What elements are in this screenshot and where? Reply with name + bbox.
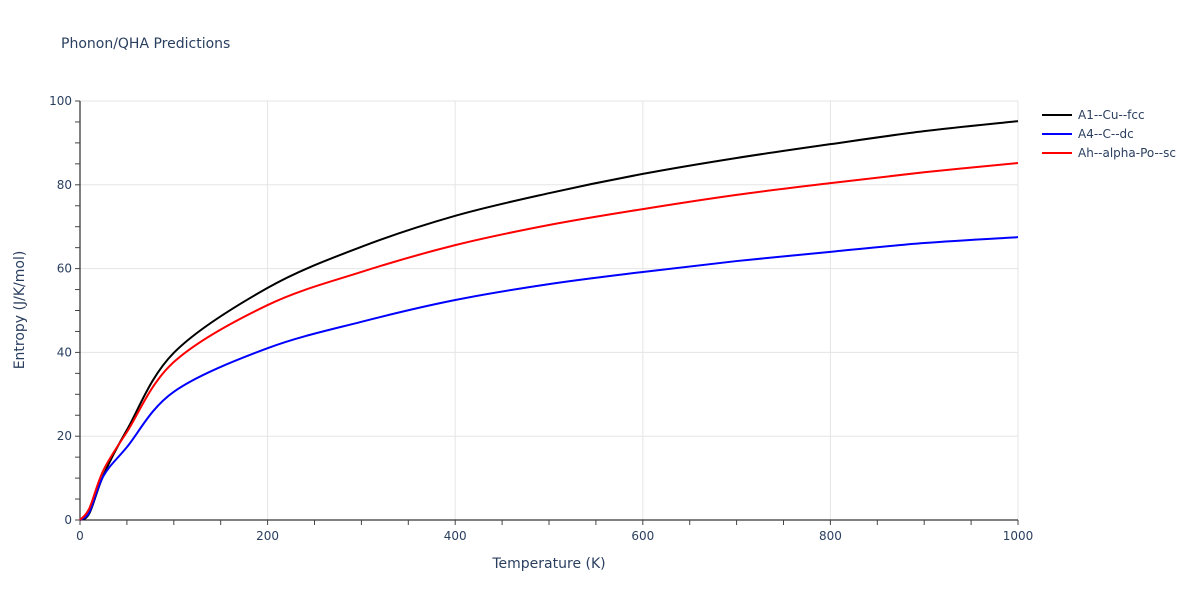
svg-text:1000: 1000 — [1003, 529, 1034, 543]
svg-text:100: 100 — [49, 94, 72, 108]
legend-label: Ah--alpha-Po--sc — [1078, 145, 1176, 160]
series-line[interactable] — [79, 162, 1019, 521]
axes: 0 200 400 600 800 1000 0 20 40 60 80 100 — [49, 94, 1033, 543]
svg-text:600: 600 — [631, 529, 654, 543]
svg-text:80: 80 — [57, 178, 72, 192]
svg-text:200: 200 — [256, 529, 279, 543]
svg-text:0: 0 — [64, 513, 72, 527]
y-axis-label: Entropy (J/K/mol) — [12, 251, 28, 370]
series-line[interactable] — [79, 120, 1019, 521]
legend-swatch-icon — [1042, 132, 1072, 135]
svg-text:20: 20 — [57, 429, 72, 443]
legend-item-cu-fcc[interactable]: A1--Cu--fcc — [1042, 105, 1176, 124]
svg-text:60: 60 — [57, 262, 72, 276]
svg-text:400: 400 — [444, 529, 467, 543]
svg-text:800: 800 — [819, 529, 842, 543]
grid-lines — [80, 100, 1019, 520]
series-lines — [79, 120, 1019, 521]
series-line[interactable] — [79, 236, 1019, 521]
svg-text:40: 40 — [57, 345, 72, 359]
legend-item-po-sc[interactable]: Ah--alpha-Po--sc — [1042, 143, 1176, 162]
legend-label: A4--C--dc — [1078, 126, 1134, 141]
chart-title: Phonon/QHA Predictions — [61, 36, 231, 52]
x-axis-label: Temperature (K) — [491, 556, 605, 572]
legend: A1--Cu--fcc A4--C--dc Ah--alpha-Po--sc — [1042, 105, 1176, 162]
legend-label: A1--Cu--fcc — [1078, 107, 1145, 122]
svg-text:0: 0 — [76, 529, 84, 543]
legend-swatch-icon — [1042, 113, 1072, 116]
legend-swatch-icon — [1042, 151, 1072, 154]
legend-item-c-dc[interactable]: A4--C--dc — [1042, 124, 1176, 143]
